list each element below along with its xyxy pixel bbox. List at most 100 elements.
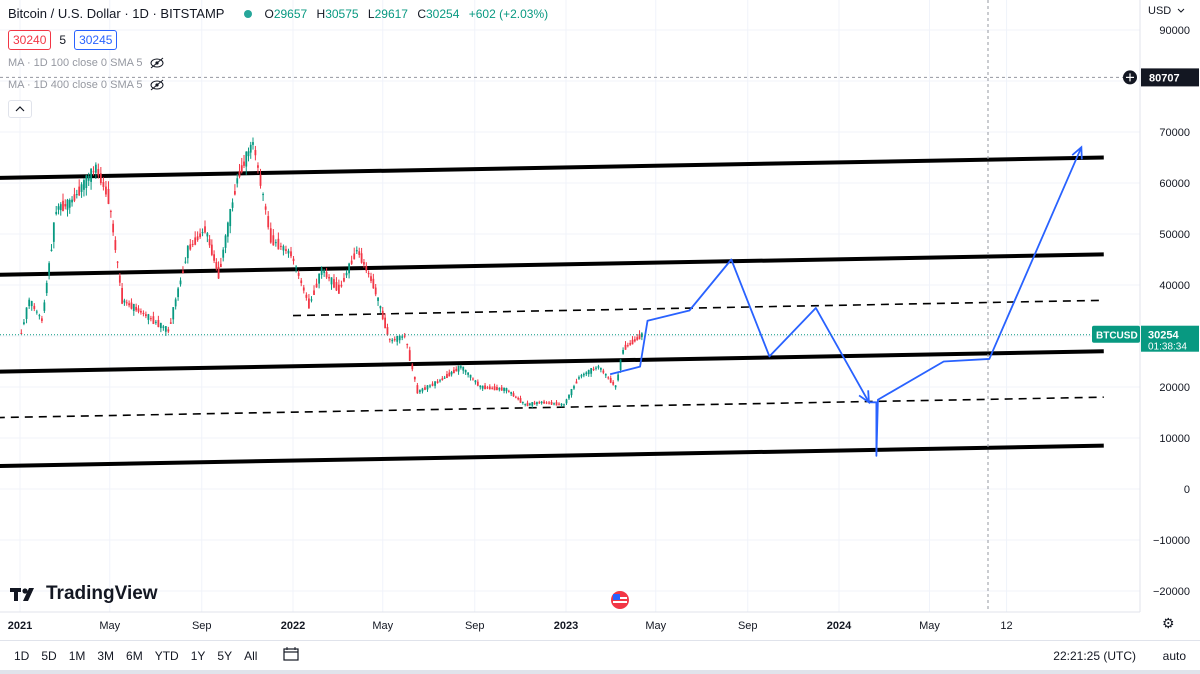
candle-body xyxy=(617,374,620,381)
candle-body xyxy=(247,151,250,157)
buy-price-button[interactable]: 30245 xyxy=(74,30,118,50)
candle-body xyxy=(365,265,368,271)
symbol-title[interactable]: Bitcoin / U.S. Dollar · 1D · BITSTAMP xyxy=(8,6,225,21)
candle-body xyxy=(570,389,573,396)
candle-body xyxy=(323,271,326,273)
price-tick-label: 0 xyxy=(1184,484,1190,496)
price-series xyxy=(20,137,643,409)
candle-body xyxy=(379,306,382,309)
candle-body xyxy=(426,385,429,390)
time-axis[interactable]: 2021 May Sep 2022 May Sep 2023 May Sep 2024 May 12 xyxy=(0,611,1140,632)
time-tick-label: 12 xyxy=(1000,620,1012,632)
candle-body xyxy=(590,368,593,374)
eye-hidden-icon[interactable] xyxy=(149,79,165,91)
tradingview-logo[interactable]: TradingView xyxy=(10,583,158,605)
candle-body xyxy=(599,368,602,370)
candle-body xyxy=(496,386,498,391)
indicator-ma-400[interactable]: MA · 1D 400 close 0 SMA 5 xyxy=(8,79,165,91)
range-1m[interactable]: 1M xyxy=(68,649,86,663)
utc-clock[interactable]: 22:21:25 (UTC) xyxy=(1053,649,1136,663)
candle-body xyxy=(222,249,225,258)
indicator-label: MA · 1D 100 close 0 SMA 5 xyxy=(8,57,143,69)
candle-body xyxy=(264,206,267,210)
candle-body xyxy=(604,373,607,376)
close-value: 30254 xyxy=(426,6,460,21)
candle-body xyxy=(85,175,88,189)
candle-body xyxy=(30,301,33,307)
currency-label: USD xyxy=(1148,5,1171,17)
sell-price-button[interactable]: 30240 xyxy=(8,30,52,50)
price-axis[interactable]: USD9000080000700006000050000400003000020… xyxy=(1092,0,1199,612)
candle-body xyxy=(71,199,73,203)
candle-body xyxy=(636,337,639,340)
symbol-tag: BTCUSD xyxy=(1096,331,1138,342)
candle-body xyxy=(172,307,175,320)
candle-body xyxy=(450,371,453,375)
candle-body xyxy=(189,244,192,250)
indicator-ma-100[interactable]: MA · 1D 100 close 0 SMA 5 xyxy=(8,57,165,69)
candle-body xyxy=(123,300,126,303)
candle-body xyxy=(528,403,531,405)
candle-body xyxy=(236,178,239,184)
range-6m[interactable]: 6M xyxy=(126,649,143,663)
range-1d[interactable]: 1D xyxy=(14,649,30,663)
price-tick-label: 60000 xyxy=(1159,178,1190,190)
candle-body xyxy=(602,370,605,373)
range-ytd[interactable]: YTD xyxy=(154,649,179,663)
settings-gear-icon[interactable]: ⚙ xyxy=(1162,615,1175,631)
range-all[interactable]: All xyxy=(244,649,258,663)
candle-body xyxy=(524,404,527,406)
candle-body xyxy=(629,342,632,345)
candle-body xyxy=(413,376,416,380)
time-tick-label: Sep xyxy=(738,620,758,632)
candle-body xyxy=(486,387,489,389)
candle-body xyxy=(201,232,204,234)
candle-body xyxy=(28,299,31,307)
candle-body xyxy=(114,240,117,250)
time-tick-label: May xyxy=(645,620,666,632)
range-3m[interactable]: 3M xyxy=(97,649,115,663)
candle-body xyxy=(343,277,345,282)
candle-body xyxy=(406,344,409,346)
spread-value: 5 xyxy=(59,33,67,47)
candle-body xyxy=(243,161,245,166)
candle-body xyxy=(41,318,43,321)
candle-body xyxy=(609,378,612,383)
range-1y[interactable]: 1Y xyxy=(190,649,206,663)
candle-body xyxy=(633,339,636,342)
candle-body xyxy=(507,390,510,392)
candle-body xyxy=(434,381,436,386)
candle-body xyxy=(92,171,95,173)
candle-body xyxy=(580,375,583,377)
candle-body xyxy=(184,261,187,263)
candle-body xyxy=(245,151,248,167)
us-flag-icon[interactable] xyxy=(610,590,630,610)
candle-body xyxy=(558,403,560,405)
range-5y[interactable]: 5Y xyxy=(217,649,233,663)
candle-body xyxy=(538,402,541,404)
candle-body xyxy=(337,284,340,294)
candle-body xyxy=(279,245,282,247)
candle-body xyxy=(145,314,147,317)
candle-body xyxy=(517,397,520,400)
candle-body xyxy=(320,268,323,275)
crosshair xyxy=(0,0,1140,612)
crosshair-price-label: 80707 xyxy=(1149,72,1180,84)
candle-body xyxy=(257,165,259,168)
price-tick-label: 70000 xyxy=(1159,127,1190,139)
auto-scale-toggle[interactable]: auto xyxy=(1162,649,1186,663)
candle-body xyxy=(135,306,138,311)
candle-body xyxy=(416,385,419,394)
candle-body xyxy=(488,386,491,390)
tradingview-logo-icon xyxy=(10,588,34,601)
time-tick-label: Sep xyxy=(192,620,212,632)
candle-body xyxy=(500,387,503,391)
eye-hidden-icon[interactable] xyxy=(149,57,165,69)
candle-body xyxy=(348,263,350,274)
collapse-legend-button[interactable] xyxy=(8,100,32,118)
trend-line xyxy=(292,299,1104,317)
date-range-icon[interactable] xyxy=(283,646,300,666)
candle-body xyxy=(302,287,305,291)
range-5d[interactable]: 5D xyxy=(41,649,57,663)
